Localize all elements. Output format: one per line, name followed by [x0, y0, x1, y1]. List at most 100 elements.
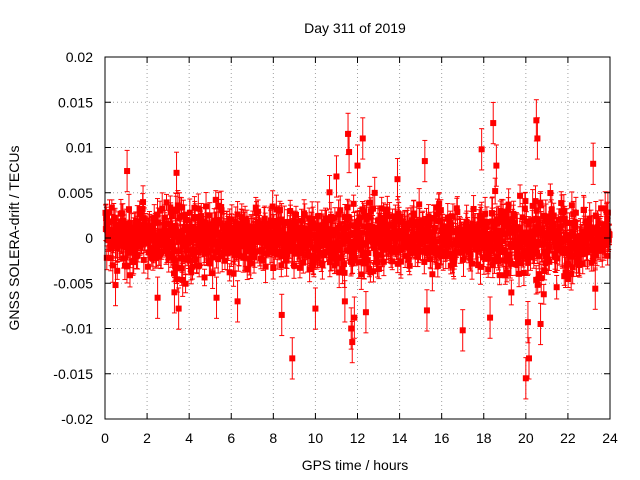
data-point [393, 230, 400, 237]
data-point [388, 248, 395, 255]
data-point [206, 221, 213, 228]
data-point [337, 207, 344, 214]
data-point [226, 269, 233, 276]
data-point [373, 253, 380, 260]
data-point [344, 223, 351, 230]
data-point [434, 262, 441, 269]
data-point [339, 225, 346, 232]
data-point [377, 224, 384, 231]
data-point [123, 263, 130, 270]
data-point [127, 247, 134, 254]
data-point [306, 266, 313, 273]
data-point [166, 228, 173, 235]
data-point [483, 219, 490, 226]
data-point [494, 253, 501, 260]
data-point [489, 262, 496, 269]
data-point [380, 258, 387, 265]
data-point [138, 239, 145, 246]
data-point [108, 204, 115, 211]
data-point [260, 257, 267, 264]
data-point [221, 243, 228, 250]
data-point [429, 271, 436, 278]
data-point [331, 214, 338, 221]
data-point [475, 230, 482, 237]
data-point [245, 223, 252, 230]
data-point [426, 244, 433, 251]
data-point [439, 223, 446, 230]
data-point [203, 203, 210, 210]
data-point [232, 219, 239, 226]
data-point [201, 274, 208, 281]
data-point [167, 251, 174, 258]
data-point [415, 245, 422, 252]
data-point [345, 235, 352, 242]
data-point [276, 248, 283, 255]
data-point [508, 289, 515, 296]
data-point [366, 265, 373, 272]
data-point [492, 188, 499, 195]
data-point [511, 219, 518, 226]
data-point [243, 219, 250, 226]
data-point [130, 258, 137, 265]
data-point [206, 212, 213, 219]
data-point [285, 245, 292, 252]
data-point [237, 242, 244, 249]
data-point [452, 249, 459, 256]
data-point [461, 227, 468, 234]
data-point [106, 209, 113, 216]
data-point [406, 262, 413, 269]
data-point [251, 254, 258, 261]
data-point [516, 270, 523, 277]
data-point [425, 229, 432, 236]
data-point [299, 225, 306, 232]
data-point [477, 263, 484, 270]
data-point [225, 243, 232, 250]
data-point [296, 250, 303, 257]
data-point [197, 247, 204, 254]
data-series [102, 99, 613, 400]
data-point [514, 248, 521, 255]
data-point [356, 214, 363, 221]
data-point [319, 261, 326, 268]
data-point [322, 220, 329, 227]
data-point [480, 229, 487, 236]
data-point [350, 200, 357, 207]
data-point [122, 239, 129, 246]
data-point [179, 276, 186, 283]
data-point [178, 204, 185, 211]
data-point [184, 247, 191, 254]
data-point [182, 256, 189, 263]
data-point [243, 239, 250, 246]
data-point [213, 222, 220, 229]
data-point [168, 213, 175, 220]
data-point [212, 196, 219, 203]
data-point [447, 220, 454, 227]
data-point [373, 240, 380, 247]
data-point [431, 224, 438, 231]
data-point [435, 251, 442, 258]
data-point [113, 238, 120, 245]
data-point [126, 220, 133, 227]
data-point [364, 257, 371, 264]
data-point [230, 270, 237, 277]
data-point [426, 218, 433, 225]
data-point [300, 259, 307, 266]
data-point [416, 201, 423, 208]
data-point [384, 206, 391, 213]
data-point [359, 229, 366, 236]
data-point [371, 189, 378, 196]
data-point [176, 248, 183, 255]
data-point [307, 252, 314, 259]
data-point [326, 189, 333, 196]
data-point [496, 272, 503, 279]
data-point [386, 238, 393, 245]
data-point [516, 242, 523, 249]
data-point [218, 207, 225, 214]
data-point [270, 264, 277, 271]
data-point [125, 206, 132, 213]
data-point [273, 206, 280, 213]
data-point [369, 227, 376, 234]
data-point [375, 265, 382, 272]
data-point [507, 260, 514, 267]
